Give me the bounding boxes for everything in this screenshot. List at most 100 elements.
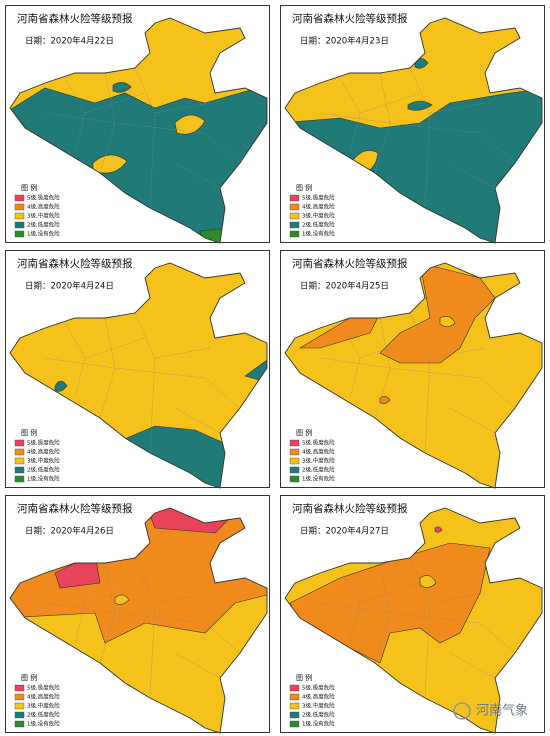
legend-label: 1级,没有危险 — [302, 230, 335, 238]
legend-swatch — [14, 221, 25, 229]
county-boundary — [319, 67, 516, 209]
risk-area — [10, 263, 267, 488]
legend-label: 5级,极度危险 — [302, 684, 335, 692]
legend-swatch — [14, 212, 25, 220]
watermark: 河南气象 — [453, 702, 528, 720]
legend-title: 图 例 — [296, 183, 312, 192]
legend-swatch — [289, 448, 300, 456]
risk-area — [434, 526, 443, 533]
panel-title: 河南省森林火险等级预报 — [292, 502, 408, 515]
legend-swatch — [289, 711, 300, 719]
legend-label: 4级,高度危险 — [27, 203, 60, 211]
risk-area — [379, 396, 391, 404]
risk-area — [92, 154, 128, 174]
legend-label: 5级,极度危险 — [302, 194, 335, 202]
panel-title: 河南省森林火险等级预报 — [292, 257, 408, 270]
legend-swatch — [14, 194, 25, 202]
risk-area — [419, 575, 437, 588]
legend-swatch — [289, 457, 300, 465]
county-boundary — [44, 557, 241, 699]
panel-title: 河南省森林火险等级预报 — [17, 12, 133, 25]
legend-label: 1级,没有危险 — [302, 720, 335, 728]
legend-swatch — [14, 457, 25, 465]
panel-date: 日期：2020年4月26日 — [25, 526, 114, 537]
map-region — [285, 508, 542, 733]
legend-swatch — [14, 711, 25, 719]
province-outline — [9, 262, 268, 489]
legend-swatch — [289, 720, 300, 728]
legend-label: 1级,没有危险 — [27, 230, 60, 238]
legend-swatch — [289, 466, 300, 474]
legend-swatch — [289, 684, 300, 692]
watermark-text: 河南气象 — [476, 703, 528, 719]
legend-swatch — [289, 203, 300, 211]
map-region — [285, 263, 542, 488]
panel-date: 日期：2020年4月23日 — [300, 36, 389, 47]
legend-label: 4级,高度危险 — [27, 693, 60, 701]
legend-title: 图 例 — [296, 428, 312, 437]
legend-label: 3级,中度危险 — [27, 212, 60, 220]
legend-label: 2级,低度危险 — [27, 711, 60, 719]
panel-title: 河南省森林火险等级预报 — [292, 12, 408, 25]
legend-swatch — [289, 693, 300, 701]
risk-area — [439, 316, 456, 328]
legend-swatch — [14, 448, 25, 456]
risk-area — [114, 594, 130, 605]
county-boundary — [319, 312, 516, 454]
panel-date: 日期：2020年4月24日 — [25, 281, 114, 292]
province-outline — [9, 17, 268, 244]
risk-area — [407, 100, 433, 111]
legend-swatch — [14, 475, 25, 483]
legend-swatch — [14, 720, 25, 728]
legend-label: 3级,中度危险 — [302, 457, 335, 465]
legend-swatch — [289, 702, 300, 710]
legend-label: 1级,没有危险 — [27, 475, 60, 483]
legend-swatch — [289, 439, 300, 447]
watermark-icon — [453, 702, 471, 720]
legend-label: 2级,低度危险 — [27, 221, 60, 229]
legend-label: 3级,中度危险 — [27, 457, 60, 465]
legend-title: 图 例 — [296, 673, 312, 682]
province-outline — [284, 17, 543, 244]
legend-swatch — [289, 230, 300, 238]
legend-swatch — [289, 221, 300, 229]
legend-swatch — [289, 212, 300, 220]
legend-swatch — [289, 194, 300, 202]
legend-label: 5级,极度危险 — [302, 439, 335, 447]
panel-title: 河南省森林火险等级预报 — [17, 502, 133, 515]
legend-swatch — [14, 693, 25, 701]
county-boundary — [44, 67, 241, 209]
county-boundary — [319, 557, 516, 699]
panel-date: 日期：2020年4月27日 — [300, 526, 389, 537]
risk-area — [174, 114, 206, 135]
panel-title: 河南省森林火险等级预报 — [17, 257, 133, 270]
legend-swatch — [14, 203, 25, 211]
legend-title: 图 例 — [21, 673, 37, 682]
legend-label: 2级,低度危险 — [302, 466, 335, 474]
legend-title: 图 例 — [21, 183, 37, 192]
province-outline — [284, 262, 543, 489]
legend-label: 3级,中度危险 — [302, 702, 335, 710]
legend-label: 1级,没有危险 — [27, 720, 60, 728]
legend-title: 图 例 — [21, 428, 37, 437]
legend-label: 2级,低度危险 — [302, 221, 335, 229]
legend-label: 1级,没有危险 — [302, 475, 335, 483]
legend-swatch — [14, 466, 25, 474]
legend-swatch — [14, 439, 25, 447]
legend-label: 3级,中度危险 — [302, 212, 335, 220]
legend-swatch — [14, 702, 25, 710]
county-boundary — [44, 312, 241, 454]
